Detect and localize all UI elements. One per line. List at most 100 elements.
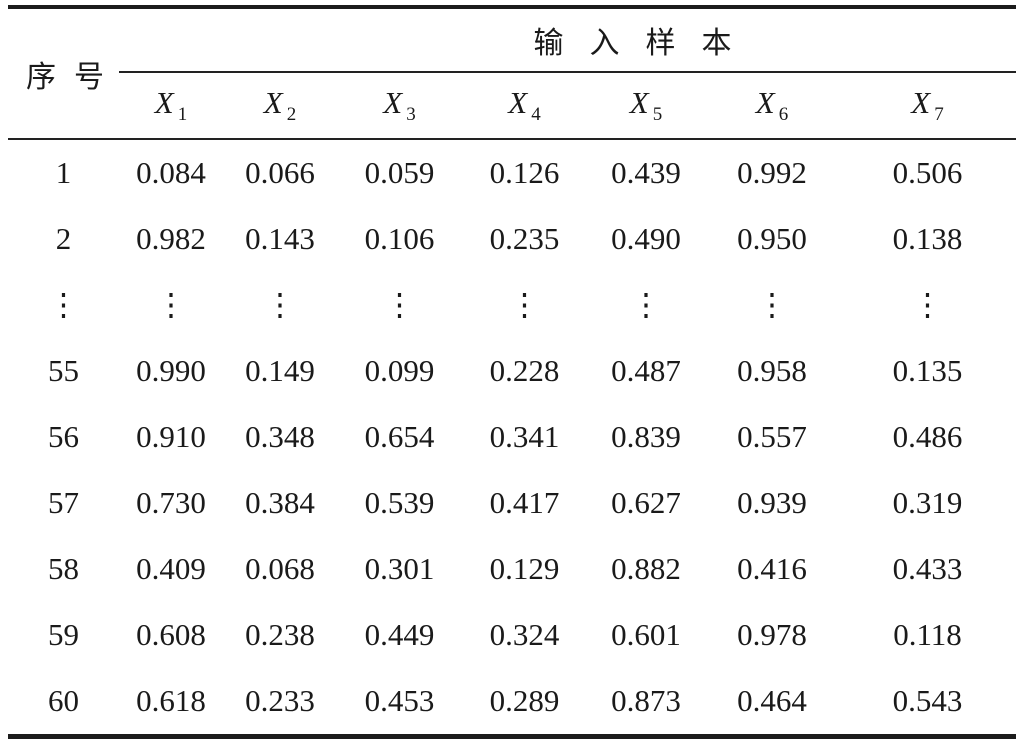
data-cell: 0.654 xyxy=(364,419,435,454)
data-cell: 0.289 xyxy=(489,683,560,718)
row-index-cell: 57 xyxy=(48,485,79,520)
row-index-cell: 55 xyxy=(48,353,79,388)
row-index-cell: 59 xyxy=(48,617,79,652)
data-cell: 0.439 xyxy=(611,155,681,190)
variable-subscript: 1 xyxy=(177,104,188,126)
variable-symbol: X xyxy=(154,84,174,120)
data-cell: 0.106 xyxy=(364,221,435,256)
data-cell: 0.384 xyxy=(245,485,315,520)
data-cell: 0.324 xyxy=(489,617,560,652)
data-cell: 0.464 xyxy=(737,683,807,718)
data-cell: 0.882 xyxy=(611,551,681,586)
variable-subscript: 2 xyxy=(286,104,297,126)
data-cell: 0.982 xyxy=(136,221,206,256)
data-cell: 0.138 xyxy=(892,221,963,256)
table-row: 2 0.982 0.143 0.106 0.235 0.490 0.950 0.138 xyxy=(8,206,1016,272)
data-cell: ⋮ xyxy=(756,287,788,322)
data-cell: 0.543 xyxy=(892,683,963,718)
table-row: ⋮ ⋮ ⋮ ⋮ ⋮ ⋮ ⋮ ⋮ xyxy=(8,272,1016,338)
data-cell: 0.319 xyxy=(892,485,963,520)
row-index-cell: ⋮ xyxy=(48,287,79,322)
data-cell: 0.235 xyxy=(489,221,560,256)
data-cell: 0.618 xyxy=(136,683,206,718)
row-index-cell: 2 xyxy=(55,221,72,256)
data-cell: ⋮ xyxy=(912,287,944,322)
data-cell: 0.992 xyxy=(737,155,807,190)
variable-subscript: 7 xyxy=(934,104,944,126)
data-cell: 0.506 xyxy=(892,155,963,190)
table-row: 56 0.910 0.348 0.654 0.341 0.839 0.557 0.486 xyxy=(8,404,1016,470)
data-cell: 0.490 xyxy=(611,221,681,256)
data-cell: 0.608 xyxy=(136,617,206,652)
variable-subscript: 6 xyxy=(778,104,789,126)
data-cell: 0.126 xyxy=(489,155,560,190)
data-cell: 0.238 xyxy=(245,617,315,652)
data-cell: ⋮ xyxy=(630,287,662,322)
row-index-cell: 56 xyxy=(48,419,79,454)
table-body: 1 0.084 0.066 0.059 0.126 0.439 0.992 0.506 2 0.9… xyxy=(8,139,1016,737)
table-row: 59 0.608 0.238 0.449 0.324 0.601 0.978 0.118 xyxy=(8,602,1016,668)
variable-subscript: 4 xyxy=(531,104,541,126)
data-cell: 0.059 xyxy=(364,155,435,190)
variable-symbol: X xyxy=(263,84,283,120)
data-cell: 0.449 xyxy=(364,617,435,652)
data-cell: ⋮ xyxy=(155,287,187,322)
data-cell: 0.135 xyxy=(892,353,963,388)
table-row: 1 0.084 0.066 0.059 0.126 0.439 0.992 0.506 xyxy=(8,139,1016,206)
data-cell: 0.118 xyxy=(893,617,962,652)
data-cell: 0.958 xyxy=(737,353,807,388)
data-cell: 0.433 xyxy=(892,551,963,586)
data-cell: 0.939 xyxy=(737,485,807,520)
data-cell: 0.066 xyxy=(245,155,315,190)
table-row: 60 0.618 0.233 0.453 0.289 0.873 0.464 0.543 xyxy=(8,668,1016,737)
data-cell: 0.068 xyxy=(245,551,315,586)
table-row: 55 0.990 0.149 0.099 0.228 0.487 0.958 0.135 xyxy=(8,338,1016,404)
table-row: 58 0.409 0.068 0.301 0.129 0.882 0.416 0.433 xyxy=(8,536,1016,602)
data-cell: 0.348 xyxy=(245,419,315,454)
data-cell: 0.539 xyxy=(364,485,435,520)
data-cell: ⋮ xyxy=(509,287,540,322)
data-cell: 0.129 xyxy=(489,551,560,586)
data-cell: 0.301 xyxy=(364,551,435,586)
group-header-input-samples: 输入样本 xyxy=(119,7,1017,73)
variable-symbol: X xyxy=(383,84,403,120)
corner-header-serial-number: 序号 xyxy=(8,7,119,140)
variable-symbol: X xyxy=(911,84,931,120)
row-index-cell: 60 xyxy=(48,683,79,718)
row-index-cell: 1 xyxy=(55,155,72,190)
data-cell: 0.950 xyxy=(737,221,807,256)
data-cell: 0.839 xyxy=(611,419,681,454)
data-cell: 0.910 xyxy=(136,419,206,454)
data-cell: 0.487 xyxy=(611,353,681,388)
data-cell: 0.149 xyxy=(245,353,315,388)
data-cell: 0.627 xyxy=(611,485,681,520)
variable-symbol: X xyxy=(629,84,649,120)
data-cell: 0.143 xyxy=(245,221,315,256)
data-cell: 0.228 xyxy=(489,353,560,388)
group-header-row: 序号 输入样本 xyxy=(8,7,1017,140)
variable-subscript: 3 xyxy=(406,104,416,126)
data-cell: 0.990 xyxy=(136,353,206,388)
variable-symbol: X xyxy=(755,84,775,120)
variable-symbol: X xyxy=(508,84,528,120)
data-cell: 0.417 xyxy=(489,485,560,520)
data-cell: 0.341 xyxy=(489,419,560,454)
data-cell: 0.084 xyxy=(136,155,206,190)
data-cell: 0.409 xyxy=(136,551,206,586)
data-cell: 0.486 xyxy=(892,419,963,454)
data-cell: 0.873 xyxy=(611,683,681,718)
data-cell: 0.601 xyxy=(611,617,681,652)
table-row: 57 0.730 0.384 0.539 0.417 0.627 0.939 0.319 xyxy=(8,470,1016,536)
data-cell: ⋮ xyxy=(384,287,415,322)
data-cell: 0.557 xyxy=(737,419,807,454)
variable-subscript: 5 xyxy=(652,104,663,126)
data-cell: ⋮ xyxy=(264,287,296,322)
